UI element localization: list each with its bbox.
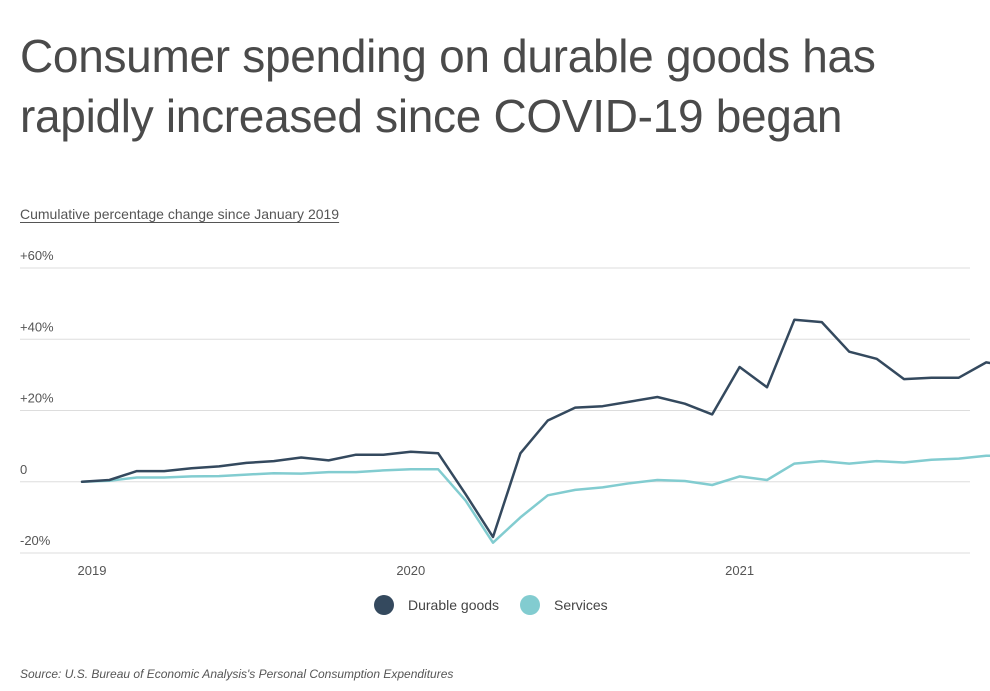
y-tick-label: +20% <box>20 391 54 406</box>
legend-swatch <box>374 595 394 615</box>
y-tick-label: +60% <box>20 248 54 263</box>
legend-label: Services <box>554 597 608 613</box>
x-axis-ticks: 2019202020212022 <box>78 563 755 578</box>
series-line <box>80 318 990 539</box>
series-line <box>80 454 990 544</box>
gridlines <box>20 267 970 554</box>
legend: Durable goods Services <box>374 595 608 615</box>
legend-label: Durable goods <box>408 597 499 613</box>
y-tick-label: -20% <box>20 533 51 548</box>
chart-title: Consumer spending on durable goods has r… <box>20 30 876 142</box>
series-durable-goods <box>80 318 990 539</box>
x-tick-label: 2020 <box>396 563 425 578</box>
x-tick-label: 2019 <box>78 563 107 578</box>
chart-subtitle: Cumulative percentage change since Janua… <box>20 206 340 222</box>
y-axis-ticks: +60% +40% +20% 0 -20% <box>20 248 54 548</box>
y-tick-label: +40% <box>20 319 54 334</box>
y-tick-label: 0 <box>20 462 27 477</box>
source-note: Source: U.S. Bureau of Economic Analysis… <box>20 667 454 681</box>
x-tick-label: 2021 <box>725 563 754 578</box>
legend-swatch <box>520 595 540 615</box>
line-chart: +60%+40%+20%0-20% 2019202020212022 Durab… <box>20 248 990 615</box>
series-lines <box>80 318 990 544</box>
